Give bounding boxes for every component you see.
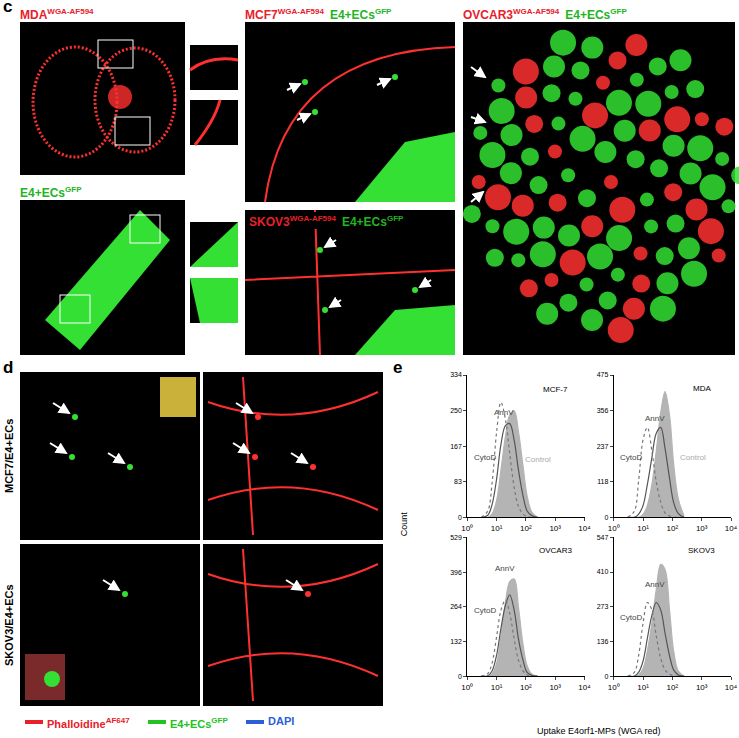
html-text:E4+ECsGFP: E4+ECsGFP: [329, 7, 392, 22]
svg-text:10¹: 10¹: [491, 683, 503, 692]
svg-text:10²: 10²: [520, 683, 532, 692]
html-text:e: e: [393, 358, 403, 377]
html-text:PhalloidineAF647: PhalloidineAF647: [47, 716, 130, 730]
svg-text:10²: 10²: [520, 524, 532, 533]
svg-text:83: 83: [454, 478, 462, 485]
svg-text:356: 356: [597, 407, 609, 414]
svg-text:237: 237: [597, 443, 609, 450]
svg-text:CytoD: CytoD: [620, 613, 642, 622]
svg-text:132: 132: [450, 638, 462, 645]
svg-text:MDA: MDA: [693, 384, 711, 393]
svg-text:0: 0: [458, 514, 462, 521]
html-text:E4+ECsGFP: E4+ECsGFP: [170, 716, 228, 730]
svg-text:0: 0: [604, 673, 608, 680]
html-text:E4+ECsGFP: E4+ECsGFP: [565, 7, 627, 22]
svg-text:547: 547: [597, 534, 609, 541]
svg-text:CytoD: CytoD: [474, 606, 496, 615]
svg-text:AnnV: AnnV: [645, 580, 665, 589]
svg-text:334: 334: [450, 371, 462, 378]
svg-text:273: 273: [597, 603, 609, 610]
svg-text:10²: 10²: [667, 683, 679, 692]
svg-text:396: 396: [450, 569, 462, 576]
svg-text:264: 264: [450, 603, 462, 610]
svg-text:OVCAR3: OVCAR3: [539, 546, 572, 555]
svg-text:10¹: 10¹: [637, 683, 649, 692]
html-text:d: d: [3, 358, 14, 377]
html-text:SKOV3WGA-AF594: SKOV3WGA-AF594: [249, 214, 336, 229]
svg-text:10²: 10²: [667, 524, 679, 533]
svg-text:410: 410: [597, 568, 609, 575]
html-text:OVCAR3WGA-AF594: OVCAR3WGA-AF594: [463, 7, 560, 22]
svg-text:475: 475: [597, 371, 609, 378]
svg-text:10¹: 10¹: [491, 524, 503, 533]
svg-text:Control: Control: [680, 453, 706, 462]
svg-text:AnnV: AnnV: [645, 414, 665, 423]
html-text:E4+ECsGFP: E4+ECsGFP: [341, 214, 404, 229]
html-text:MCF7/E4+ECs: MCF7/E4+ECs: [3, 418, 15, 493]
html-text:MCF7WGA-AF594: MCF7WGA-AF594: [245, 7, 324, 22]
svg-text:10³: 10³: [696, 524, 708, 533]
svg-text:10³: 10³: [549, 524, 561, 533]
svg-text:10⁰: 10⁰: [608, 683, 620, 692]
svg-text:250: 250: [450, 407, 462, 414]
svg-text:10¹: 10¹: [637, 524, 649, 533]
html-text:SKOV3/E4+ECs: SKOV3/E4+ECs: [3, 584, 15, 666]
svg-text:10⁰: 10⁰: [461, 524, 473, 533]
svg-text:Uptake E4orf1-MPs (WGA red): Uptake E4orf1-MPs (WGA red): [537, 726, 661, 736]
svg-text:0: 0: [458, 673, 462, 680]
svg-text:10⁴: 10⁴: [578, 683, 591, 692]
svg-text:167: 167: [450, 443, 462, 450]
svg-text:10⁴: 10⁴: [725, 524, 738, 533]
html-text:DAPI: DAPI: [268, 715, 295, 727]
html-text:E4+ECsGFP: E4+ECsGFP: [20, 185, 82, 200]
svg-text:0: 0: [604, 514, 608, 521]
svg-text:10⁰: 10⁰: [461, 683, 473, 692]
svg-text:529: 529: [450, 534, 462, 541]
svg-text:CytoD: CytoD: [620, 453, 642, 462]
svg-text:Count: Count: [399, 512, 409, 537]
svg-text:MCF-7: MCF-7: [543, 385, 568, 394]
svg-text:10⁴: 10⁴: [725, 683, 738, 692]
html-text:MDAWGA-AF594: MDAWGA-AF594: [20, 7, 94, 22]
svg-text:10³: 10³: [549, 683, 561, 692]
svg-text:10⁴: 10⁴: [578, 524, 591, 533]
svg-text:AnnV: AnnV: [494, 408, 514, 417]
svg-text:118: 118: [597, 478, 608, 485]
svg-text:136: 136: [597, 638, 609, 645]
svg-text:AnnV: AnnV: [495, 564, 515, 573]
svg-text:10³: 10³: [696, 683, 708, 692]
svg-text:CytoD: CytoD: [474, 453, 496, 462]
svg-text:10⁰: 10⁰: [608, 524, 620, 533]
svg-text:Control: Control: [525, 455, 551, 464]
svg-text:SKOV3: SKOV3: [688, 546, 715, 555]
